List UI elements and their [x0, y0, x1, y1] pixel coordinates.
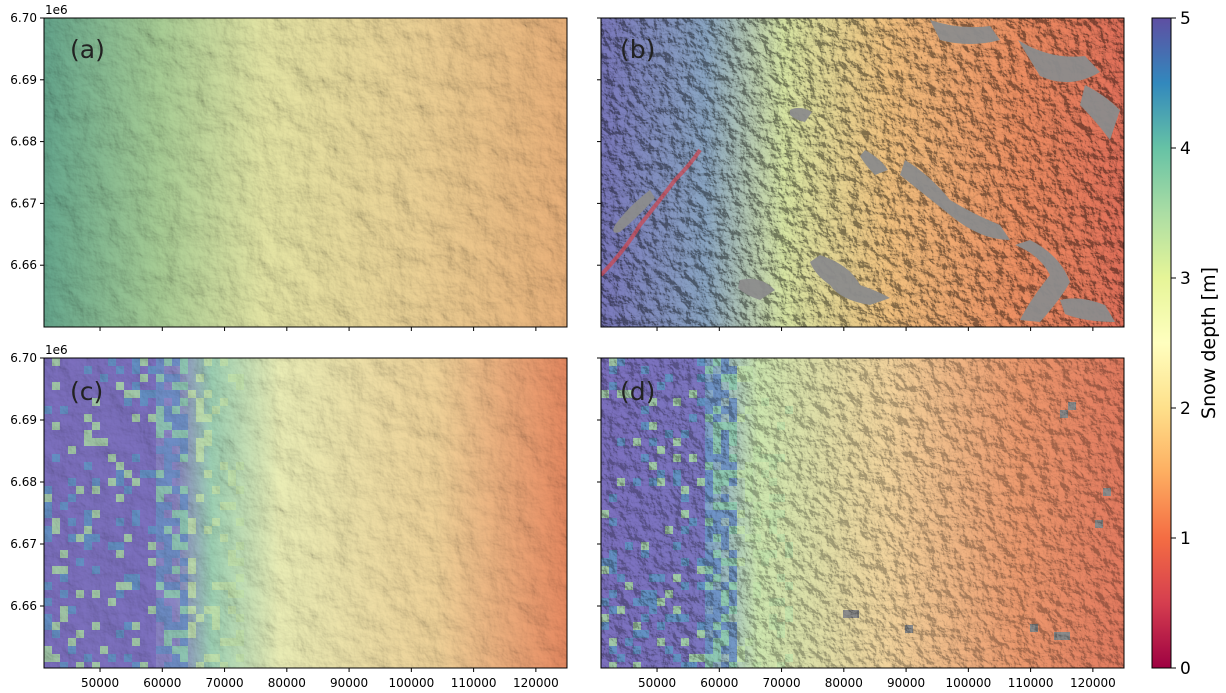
- y-offset-label: 1e6: [45, 3, 68, 17]
- panel-d-frame: [600, 357, 1125, 669]
- no-data-lakes: [613, 20, 1120, 322]
- colorbar-label: Snow depth [m]: [1198, 267, 1220, 419]
- x-tick-label: 50000: [638, 676, 676, 690]
- panel-a-frame: [43, 17, 568, 328]
- panel-a: [44, 18, 567, 327]
- y-tick-label: 6.67: [10, 537, 37, 551]
- x-tick-label: 100000: [388, 676, 434, 690]
- x-tick-label: 110000: [451, 676, 497, 690]
- panel-a-label: (a): [70, 35, 105, 64]
- y-tick-label: 6.69: [10, 413, 37, 427]
- x-tick-label: 80000: [268, 676, 306, 690]
- colorbar: 0 1 2 3 4 5 Snow depth [m]: [1151, 9, 1220, 679]
- x-tick-label: 90000: [887, 676, 925, 690]
- x-tick-label: 60000: [700, 676, 738, 690]
- x-tick-label: 120000: [513, 676, 559, 690]
- colorbar-tick-label: 0: [1180, 659, 1191, 679]
- x-tick-label: 50000: [81, 676, 119, 690]
- x-tick-label: 110000: [1008, 676, 1054, 690]
- y-tick-label: 6.67: [10, 196, 37, 210]
- x-tick-label: 80000: [825, 676, 863, 690]
- panel-b-frame: [600, 17, 1125, 328]
- x-tick-label: 90000: [330, 676, 368, 690]
- y-tick-label: 6.70: [10, 11, 37, 25]
- axes: 6.66 6.67 6.68 6.69 6.70 1e6 50000 60000 70000 80…: [10, 3, 1115, 690]
- y-tick-label: 6.68: [10, 475, 37, 489]
- panel-d: [601, 358, 1124, 668]
- colorbar-tick-label: 5: [1180, 9, 1191, 29]
- y-tick-label: 6.66: [10, 599, 37, 613]
- x-tick-label: 70000: [762, 676, 800, 690]
- panel-b-label: (b): [620, 35, 655, 64]
- y-tick-label: 6.69: [10, 73, 37, 87]
- panel-b: [601, 18, 1124, 327]
- y-offset-label: 1e6: [45, 343, 68, 357]
- y-tick-label: 6.68: [10, 135, 37, 149]
- panel-d-label: (d): [620, 377, 655, 406]
- fjord-channel: [601, 148, 702, 277]
- colorbar-tick-label: 1: [1180, 529, 1191, 549]
- panel-c: [44, 358, 567, 668]
- colorbar-tick-label: 2: [1180, 399, 1191, 419]
- x-tick-label: 60000: [143, 676, 181, 690]
- colorbar-scale: [1151, 17, 1172, 669]
- panel-c-frame: [43, 357, 568, 669]
- x-tick-label: 70000: [205, 676, 243, 690]
- x-tick-label: 100000: [945, 676, 991, 690]
- y-tick-label: 6.66: [10, 258, 37, 272]
- panel-c-label: (c): [70, 377, 103, 406]
- colorbar-tick-label: 4: [1180, 139, 1191, 159]
- colorbar-tick-label: 3: [1180, 269, 1191, 289]
- y-tick-label: 6.70: [10, 351, 37, 365]
- x-tick-label: 120000: [1070, 676, 1116, 690]
